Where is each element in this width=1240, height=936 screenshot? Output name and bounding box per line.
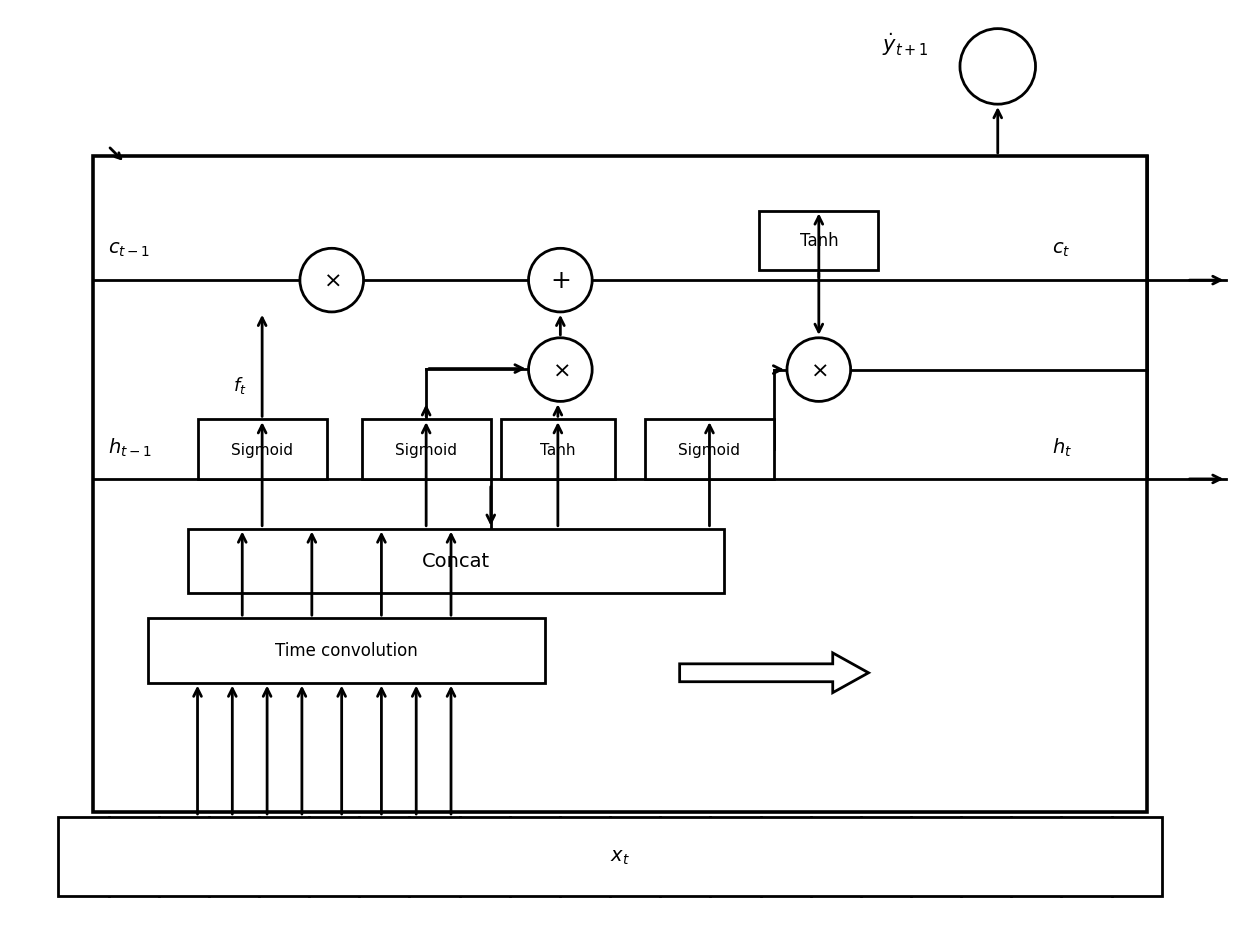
FancyBboxPatch shape <box>645 420 774 479</box>
FancyBboxPatch shape <box>362 420 491 479</box>
Text: $h_t$: $h_t$ <box>1053 436 1073 459</box>
Text: Tanh: Tanh <box>541 442 575 457</box>
Text: $\times$: $\times$ <box>810 360 827 380</box>
Text: Tanh: Tanh <box>800 232 838 250</box>
FancyBboxPatch shape <box>187 529 724 593</box>
Text: Time convolution: Time convolution <box>275 642 418 660</box>
Text: $c_t$: $c_t$ <box>1053 240 1071 258</box>
Text: $c_{t-1}$: $c_{t-1}$ <box>108 240 150 258</box>
Circle shape <box>787 339 851 402</box>
FancyBboxPatch shape <box>759 212 878 271</box>
FancyBboxPatch shape <box>58 817 1162 897</box>
Text: $\dot{y}_{t+1}$: $\dot{y}_{t+1}$ <box>882 31 929 58</box>
FancyBboxPatch shape <box>148 619 546 683</box>
Circle shape <box>528 249 593 313</box>
Text: $+$: $+$ <box>551 269 570 293</box>
FancyArrow shape <box>680 653 868 693</box>
FancyBboxPatch shape <box>501 420 615 479</box>
Text: $f_t$: $f_t$ <box>233 374 247 396</box>
Text: $h_{t-1}$: $h_{t-1}$ <box>108 436 151 459</box>
Text: $\times$: $\times$ <box>552 360 569 380</box>
Text: $\times$: $\times$ <box>322 271 341 291</box>
Text: Sigmoid: Sigmoid <box>231 442 293 457</box>
Circle shape <box>528 339 593 402</box>
Text: Sigmoid: Sigmoid <box>678 442 740 457</box>
Circle shape <box>300 249 363 313</box>
Text: Concat: Concat <box>422 552 490 571</box>
FancyBboxPatch shape <box>93 156 1147 812</box>
Circle shape <box>960 30 1035 105</box>
Text: Sigmoid: Sigmoid <box>396 442 458 457</box>
FancyBboxPatch shape <box>197 420 327 479</box>
Text: $x_t$: $x_t$ <box>610 847 630 866</box>
